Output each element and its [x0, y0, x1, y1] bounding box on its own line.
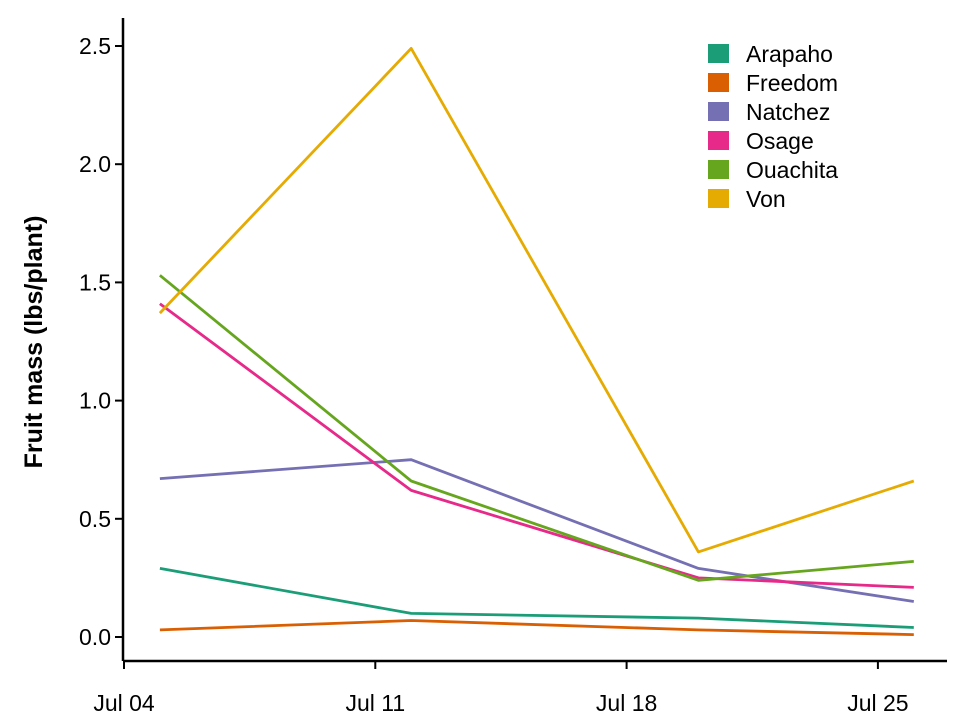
series-line-osage — [159, 302, 914, 589]
y-tick-label: 2.0 — [79, 151, 111, 177]
legend-label-arapaho: Arapaho — [746, 41, 833, 67]
legend-label-ouachita: Ouachita — [746, 157, 838, 183]
x-tick-label: Jul 25 — [847, 690, 908, 716]
series-line-arapaho — [159, 567, 914, 629]
x-tick-label: Jul 18 — [596, 690, 657, 716]
series-line-ouachita — [159, 274, 914, 582]
series-line-freedom — [159, 619, 914, 636]
series-line-von — [158, 47, 915, 554]
legend-swatch-natchez — [708, 102, 729, 121]
legend-swatch-osage — [708, 131, 729, 150]
series-lines — [158, 47, 915, 636]
legend-label-freedom: Freedom — [746, 70, 838, 96]
y-tick-label: 2.5 — [79, 33, 111, 59]
y-tick-label: 1.5 — [79, 269, 111, 295]
y-tick-label: 0.0 — [79, 624, 111, 650]
y-tick-label: 0.5 — [79, 506, 111, 532]
legend-swatch-freedom — [708, 73, 729, 92]
axes: 0.0 0.5 1.0 1.5 2.0 2.5 Jul 04 Jul 11 Jul 18 Jul … — [79, 18, 947, 716]
legend-swatch-ouachita — [708, 160, 729, 179]
legend-swatch-von — [708, 189, 729, 208]
legend-swatch-arapaho — [708, 44, 729, 63]
legend-label-von: Von — [746, 186, 786, 212]
legend-label-natchez: Natchez — [746, 99, 830, 125]
y-tick-label: 1.0 — [79, 388, 111, 414]
y-axis-title: Fruit mass (lbs/plant) — [20, 216, 48, 469]
x-tick-label: Jul 11 — [345, 690, 405, 716]
legend-label-osage: Osage — [746, 128, 814, 154]
x-tick-label: Jul 04 — [93, 690, 155, 716]
series-line-natchez — [159, 458, 915, 603]
legend: Arapaho Freedom Natchez Osage Ouachita Von — [708, 41, 838, 212]
